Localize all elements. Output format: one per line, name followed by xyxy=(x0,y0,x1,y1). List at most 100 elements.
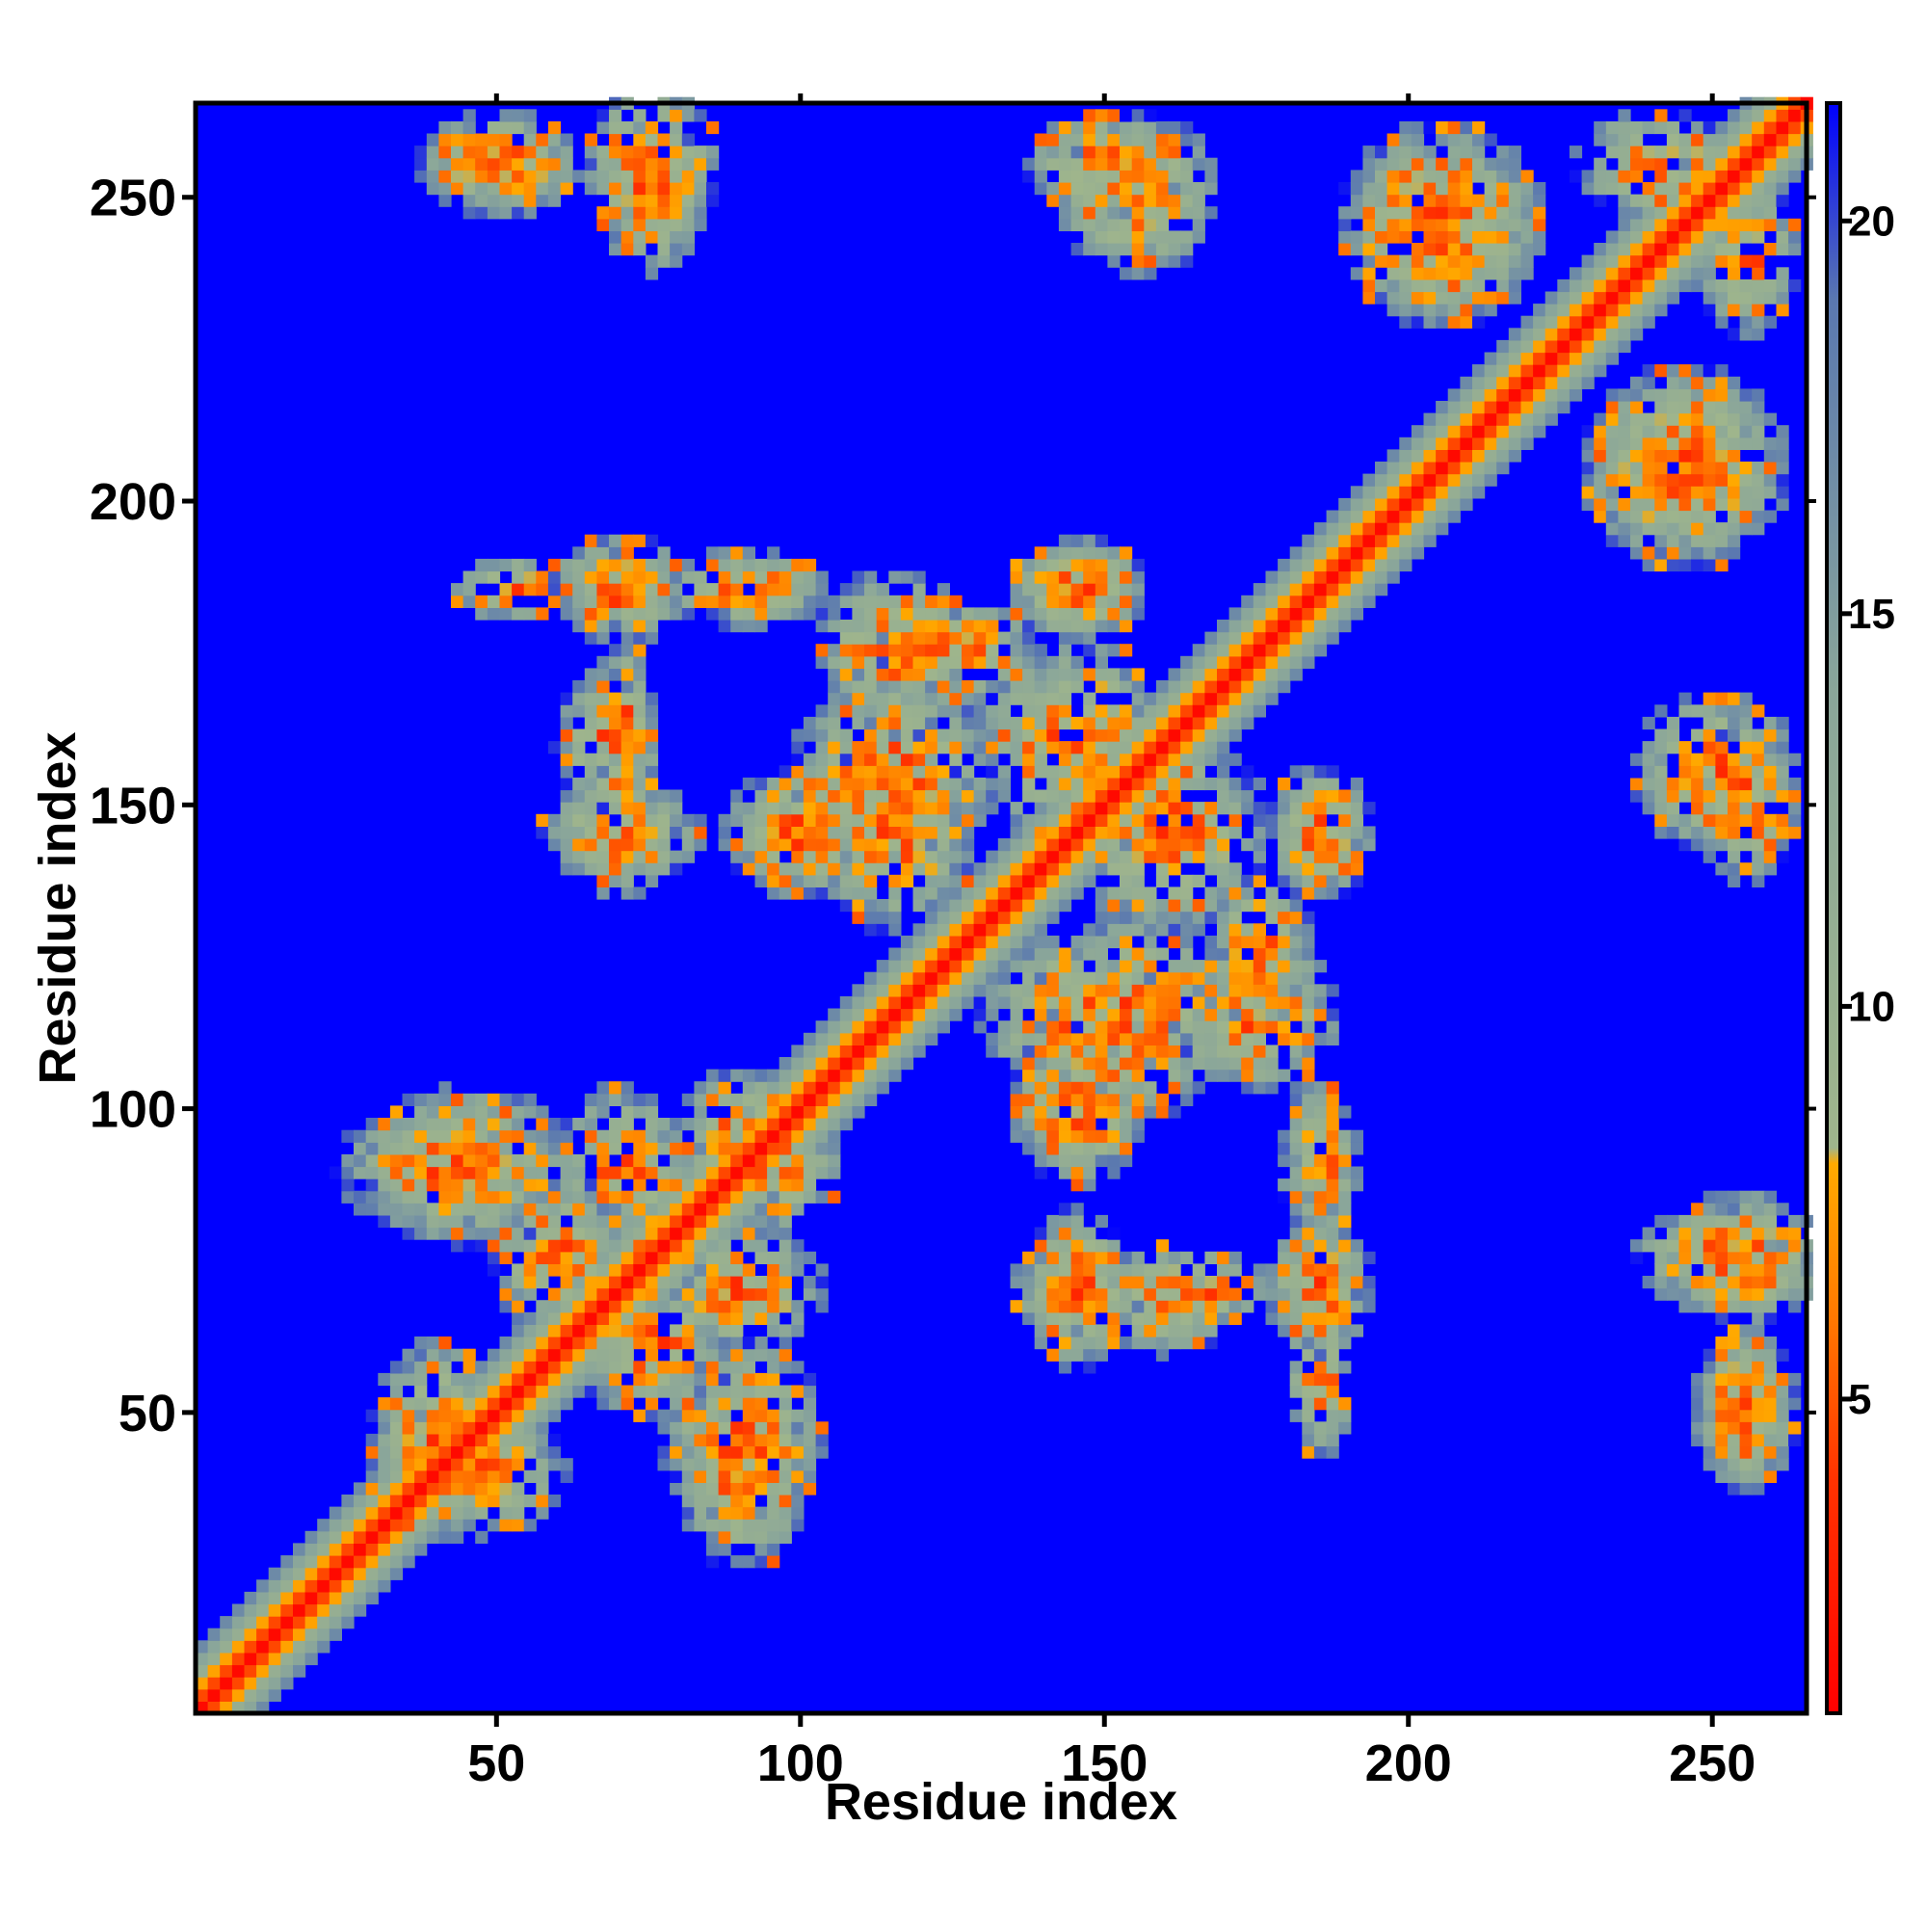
heatmap-cell xyxy=(1642,304,1655,317)
heatmap-cell xyxy=(1144,1081,1157,1095)
heatmap-cell xyxy=(1155,230,1170,244)
heatmap-cell xyxy=(1715,364,1729,378)
heatmap-cell xyxy=(779,1337,792,1350)
heatmap-cell xyxy=(1605,534,1619,547)
heatmap-cell xyxy=(1022,911,1036,924)
heatmap-cell xyxy=(1338,1324,1352,1337)
heatmap-cell xyxy=(1423,473,1437,487)
heatmap-cell xyxy=(1010,813,1023,827)
heatmap-cell xyxy=(1594,339,1607,354)
heatmap-cell xyxy=(1666,546,1680,560)
heatmap-cell xyxy=(1557,315,1571,329)
heatmap-cell xyxy=(475,1409,488,1422)
heatmap-cell xyxy=(609,218,622,231)
heatmap-cell xyxy=(791,802,805,815)
heatmap-cell xyxy=(438,182,452,196)
heatmap-cell xyxy=(1703,243,1716,256)
heatmap-cell xyxy=(1083,862,1096,876)
heatmap-cell xyxy=(1691,1251,1704,1264)
heatmap-cell xyxy=(1302,570,1315,584)
heatmap-cell xyxy=(1289,874,1303,887)
heatmap-cell xyxy=(803,1421,817,1435)
heatmap-cell xyxy=(645,267,659,280)
heatmap-cell xyxy=(1241,1032,1254,1045)
heatmap-cell xyxy=(828,1153,841,1168)
heatmap-cell xyxy=(1594,510,1607,523)
heatmap-cell xyxy=(1362,230,1376,244)
heatmap-cell xyxy=(633,826,647,839)
heatmap-cell xyxy=(329,1567,342,1580)
heatmap-cell xyxy=(1217,947,1230,961)
heatmap-cell xyxy=(438,194,452,207)
heatmap-cell xyxy=(1399,170,1412,183)
heatmap-cell xyxy=(523,1397,537,1411)
heatmap-cell xyxy=(803,583,817,596)
heatmap-cell xyxy=(1362,583,1376,596)
heatmap-cell xyxy=(1375,146,1388,159)
heatmap-cell xyxy=(1496,267,1510,280)
heatmap-cell xyxy=(1703,267,1716,280)
heatmap-cell xyxy=(1715,243,1729,256)
heatmap-cell xyxy=(1022,704,1036,718)
heatmap-cell xyxy=(815,644,829,657)
heatmap-cell xyxy=(1436,206,1449,220)
heatmap-cell xyxy=(1472,243,1486,256)
heatmap-cell xyxy=(1070,1178,1084,1192)
heatmap-cell xyxy=(536,1203,549,1216)
heatmap-cell xyxy=(670,583,683,596)
heatmap-cell xyxy=(828,1020,841,1034)
heatmap-cell xyxy=(1144,995,1157,1010)
heatmap-cell xyxy=(1010,570,1023,584)
heatmap-cell xyxy=(1472,146,1486,159)
heatmap-cell xyxy=(620,534,634,547)
heatmap-cell xyxy=(718,620,731,633)
heatmap-cell xyxy=(839,668,853,681)
heatmap-cell xyxy=(1083,716,1096,730)
heatmap-cell xyxy=(925,1008,938,1021)
heatmap-cell xyxy=(293,1567,306,1580)
heatmap-cell xyxy=(451,146,464,159)
heatmap-cell xyxy=(681,1287,695,1301)
heatmap-cell xyxy=(1217,850,1230,863)
heatmap-cell xyxy=(1618,534,1631,547)
heatmap-cell xyxy=(244,1664,257,1678)
heatmap-cell xyxy=(1630,546,1644,560)
heatmap-cell xyxy=(1095,911,1108,924)
heatmap-cell xyxy=(633,243,647,256)
heatmap-cell xyxy=(767,1203,780,1216)
heatmap-cell xyxy=(1436,170,1449,183)
heatmap-cell xyxy=(1375,243,1388,256)
heatmap-cell xyxy=(1253,899,1266,913)
heatmap-cell xyxy=(609,1361,622,1374)
heatmap-cell xyxy=(462,170,476,183)
heatmap-cell xyxy=(365,1153,379,1168)
heatmap-cell xyxy=(1083,546,1096,560)
heatmap-cell xyxy=(1630,194,1644,207)
heatmap-cell xyxy=(815,874,829,887)
heatmap-cell xyxy=(1058,631,1072,645)
heatmap-cell xyxy=(754,1433,768,1447)
heatmap-cell xyxy=(1180,765,1194,779)
heatmap-cell xyxy=(1204,741,1218,754)
heatmap-cell xyxy=(536,1337,549,1350)
heatmap-cell xyxy=(657,170,671,183)
heatmap-cell xyxy=(1070,157,1084,171)
heatmap-cell xyxy=(402,1530,415,1544)
heatmap-cell xyxy=(1642,388,1655,402)
heatmap-cell xyxy=(1217,716,1230,730)
heatmap-cell xyxy=(949,887,963,900)
heatmap-cell xyxy=(1508,328,1521,341)
heatmap-cell xyxy=(1046,813,1060,827)
heatmap-cell xyxy=(803,1397,817,1411)
heatmap-cell xyxy=(389,1519,404,1532)
heatmap-cell xyxy=(1703,182,1716,196)
heatmap-cell xyxy=(1022,753,1036,766)
heatmap-cell xyxy=(937,947,950,961)
heatmap-cell xyxy=(1302,1397,1315,1411)
heatmap-cell xyxy=(645,254,659,268)
heatmap-cell xyxy=(1070,1142,1084,1155)
heatmap-cell xyxy=(1155,802,1170,815)
heatmap-cell xyxy=(1204,728,1218,742)
heatmap-cell xyxy=(1350,607,1363,621)
heatmap-cell xyxy=(1107,146,1121,159)
